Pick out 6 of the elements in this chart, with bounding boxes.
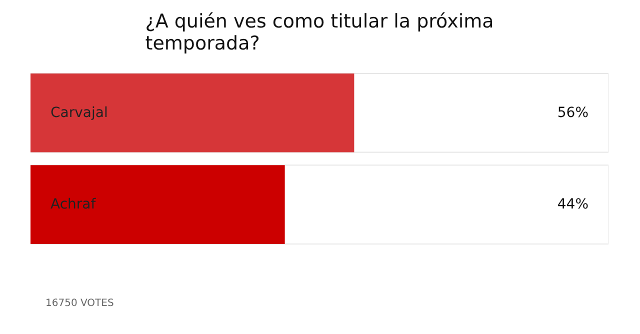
- data-label: 44%: [557, 196, 589, 213]
- chart-title: ¿A quién ves como titular la próxima temporada?: [145, 10, 494, 54]
- data-label: 56%: [557, 104, 589, 121]
- text: 16750 VOTES: [46, 298, 114, 310]
- y-tick-label: Carvajal: [50, 104, 108, 121]
- y-tick-label: Achraf: [50, 196, 97, 213]
